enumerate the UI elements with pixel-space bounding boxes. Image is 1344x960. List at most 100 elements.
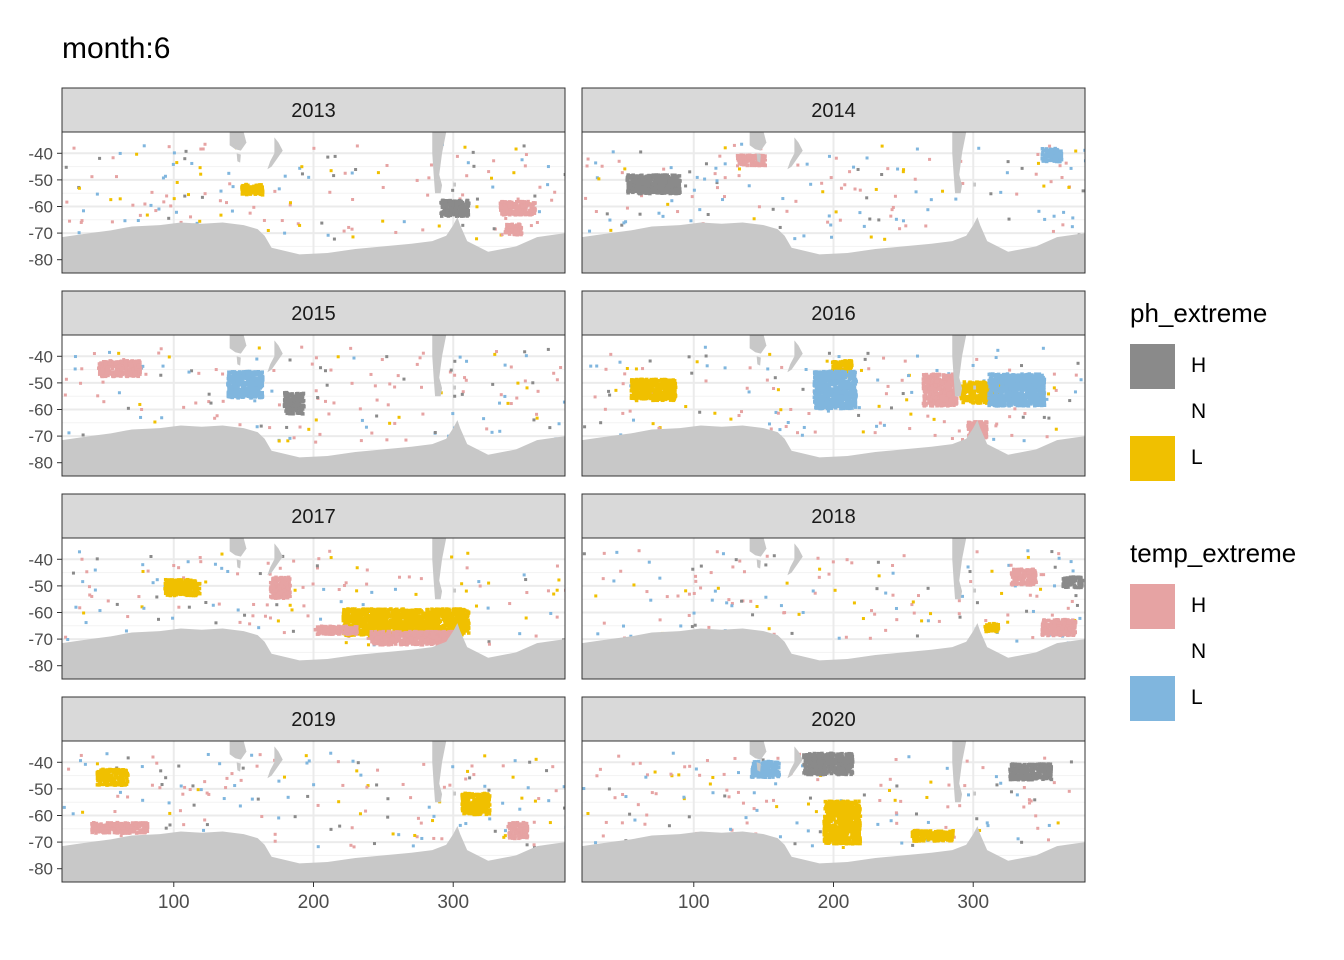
region-cell xyxy=(739,157,744,161)
cell xyxy=(548,426,552,430)
cell xyxy=(332,401,336,405)
region-cell xyxy=(838,394,843,399)
cell xyxy=(763,158,767,162)
region-cell xyxy=(830,382,835,386)
region-cell xyxy=(283,400,287,404)
region-cell xyxy=(818,387,822,392)
cell xyxy=(669,166,673,170)
chart-title: month:6 xyxy=(62,32,171,65)
cell xyxy=(715,179,719,183)
cell xyxy=(563,173,565,177)
region-cell xyxy=(117,366,121,371)
cell xyxy=(352,356,356,360)
cell xyxy=(861,430,865,434)
cell xyxy=(684,184,688,188)
region-cell xyxy=(639,394,644,398)
cell xyxy=(296,222,300,226)
cell xyxy=(1013,407,1017,411)
region-cell xyxy=(835,396,839,401)
cell xyxy=(359,439,363,443)
cell xyxy=(773,376,777,380)
region-cell xyxy=(828,386,832,390)
region-cell xyxy=(667,395,671,399)
region-cell xyxy=(508,202,513,207)
region-cell xyxy=(100,371,105,375)
cell xyxy=(722,195,726,199)
region-cell xyxy=(640,381,644,386)
region-cell xyxy=(632,185,636,190)
region-cell xyxy=(961,400,965,405)
region-cell xyxy=(260,193,265,197)
cell xyxy=(604,367,608,371)
region-cell xyxy=(649,380,654,384)
cell xyxy=(135,152,139,156)
region-cell xyxy=(1047,154,1052,159)
cell xyxy=(961,438,965,442)
cell xyxy=(388,421,392,425)
region-cell xyxy=(814,397,819,401)
region-cell xyxy=(851,389,855,393)
region-cell xyxy=(843,370,848,375)
cell xyxy=(827,351,831,355)
region-cell xyxy=(647,178,652,183)
cell xyxy=(880,173,884,177)
region-cell xyxy=(633,378,637,382)
region-cell xyxy=(826,388,831,393)
region-cell xyxy=(669,391,674,395)
cell xyxy=(219,189,223,193)
region-cell xyxy=(830,380,834,384)
cell xyxy=(609,352,613,356)
region-cell xyxy=(971,381,976,385)
cell xyxy=(162,200,166,204)
cell xyxy=(448,370,452,374)
region-cell xyxy=(244,183,248,187)
cell xyxy=(794,199,798,203)
region-cell xyxy=(843,375,847,379)
region-cell xyxy=(845,363,850,367)
region-cell xyxy=(259,191,263,195)
cell xyxy=(624,220,628,224)
cell xyxy=(77,231,81,235)
cell xyxy=(509,365,513,369)
region-cell xyxy=(260,390,264,395)
region-cell xyxy=(111,372,115,377)
region-cell xyxy=(654,377,658,382)
region-cell xyxy=(839,391,844,395)
region-cell xyxy=(848,370,852,374)
land-tasmania xyxy=(236,356,241,366)
cell xyxy=(893,194,897,198)
cell xyxy=(1067,185,1071,189)
region-cell xyxy=(657,176,661,180)
region-cell xyxy=(942,385,947,390)
region-cell xyxy=(637,396,641,400)
region-cell xyxy=(979,385,984,389)
cell xyxy=(523,350,527,354)
region-cell xyxy=(849,394,853,399)
region-cell xyxy=(834,402,839,406)
region-cell xyxy=(658,186,662,190)
cell xyxy=(594,210,598,214)
region-cell xyxy=(245,383,250,387)
cell xyxy=(785,209,789,213)
region-cell xyxy=(632,188,636,193)
region-cell xyxy=(245,373,250,377)
region-cell xyxy=(827,400,832,405)
region-cell xyxy=(514,211,518,216)
region-cell xyxy=(635,187,639,192)
region-cell xyxy=(922,382,926,387)
region-cell xyxy=(447,209,451,214)
cell xyxy=(419,385,423,389)
cell xyxy=(485,427,489,431)
cell xyxy=(421,412,425,416)
cell xyxy=(498,429,502,433)
cell xyxy=(766,367,770,371)
region-cell xyxy=(116,373,121,377)
region-cell xyxy=(946,391,950,396)
cell xyxy=(608,218,612,222)
cell xyxy=(1008,415,1012,419)
cell xyxy=(1006,160,1010,164)
cell xyxy=(461,193,465,197)
cell xyxy=(512,171,516,175)
cell xyxy=(550,198,554,202)
region-cell xyxy=(440,199,445,203)
